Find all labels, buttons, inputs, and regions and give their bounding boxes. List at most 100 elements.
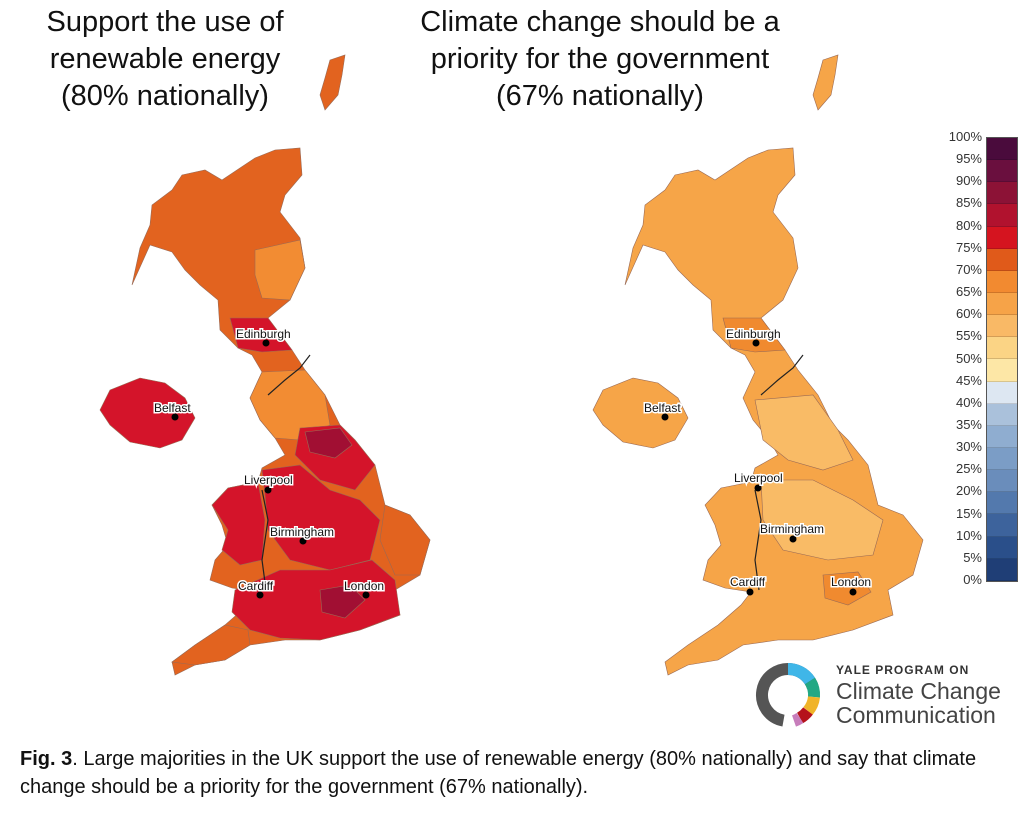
legend-swatch: [987, 270, 1017, 293]
cardiff-marker: [256, 591, 264, 599]
left-map-midlands-red: [261, 464, 381, 571]
yale-logo-ring-icon: [756, 662, 821, 727]
belfast-marker: [171, 413, 179, 421]
legend-swatch: [987, 359, 1017, 382]
london-marker: [849, 588, 857, 596]
belfast-label: Belfast: [644, 401, 681, 415]
liverpool-marker: [754, 484, 762, 492]
legend-label: 55%: [955, 328, 982, 344]
legend-label: 65%: [955, 284, 982, 300]
left-map-central-belt-red: [229, 317, 293, 353]
legend-label: 90%: [955, 173, 982, 189]
left-map: [99, 54, 431, 676]
edinburgh-marker: [752, 339, 760, 347]
belfast-label: Belfast: [154, 401, 191, 415]
legend-label: 100%: [948, 129, 982, 144]
london-label: London: [344, 579, 384, 593]
legend-label: 0%: [963, 572, 982, 587]
yale-logo: YALE PROGRAM ON Climate Change Communica…: [750, 655, 1020, 735]
legend-swatch: [987, 536, 1017, 559]
yale-line-2: Communication: [836, 702, 996, 728]
legend-label: 50%: [955, 350, 982, 366]
london-marker: [362, 591, 370, 599]
legend-swatch: [987, 492, 1017, 515]
left-map-scotland-border: [267, 354, 311, 396]
left-map-shetland: [319, 54, 346, 111]
left-title-line-2: renewable energy: [49, 43, 281, 75]
legend-label: 85%: [955, 195, 982, 211]
birmingham-label: Birmingham: [760, 522, 824, 536]
legend-swatch: [987, 315, 1017, 338]
left-title-line-1: Support the use of: [46, 6, 284, 38]
legend-label: 35%: [955, 416, 982, 432]
edinburgh-label: Edinburgh: [236, 327, 291, 341]
cardiff-marker: [746, 588, 754, 596]
left-map-east-light: [379, 504, 431, 576]
legend-label: 10%: [955, 527, 982, 543]
liverpool-marker: [264, 486, 272, 494]
legend-swatch: [987, 292, 1017, 316]
legend-swatch: [987, 381, 1017, 404]
left-map-south-red: [231, 559, 401, 641]
legend-swatch: [987, 447, 1017, 471]
right-title-line-1: Climate change should be a: [420, 6, 780, 38]
legend-swatch: [987, 425, 1017, 448]
left-map-wales-red: [211, 481, 266, 566]
legend-label: 60%: [955, 306, 982, 322]
legend-label: 70%: [955, 261, 982, 277]
liverpool-label: Liverpool: [244, 473, 293, 487]
legend-label: 45%: [955, 372, 982, 388]
legend-color-bar: [986, 137, 1018, 582]
edinburgh-label: Edinburgh: [726, 327, 781, 341]
legend-label: 95%: [955, 151, 982, 167]
edinburgh-marker: [262, 339, 270, 347]
legend-swatch: [987, 403, 1017, 426]
caption-text: . Large majorities in the UK support the…: [20, 748, 977, 798]
caption-prefix: Fig. 3: [20, 748, 73, 770]
legend-label: 5%: [963, 549, 982, 565]
legend-swatch: [987, 470, 1017, 493]
right-map-title: Climate change should be a priority for …: [380, 4, 820, 115]
legend-swatch: [987, 337, 1017, 360]
right-title-line-2: priority for the government: [430, 43, 770, 75]
left-map-southwest-orange: [171, 624, 251, 666]
left-title-line-3: (80% nationally): [61, 80, 269, 112]
legend-label: 20%: [955, 483, 982, 499]
right-map-central-belt-dark: [722, 317, 786, 353]
legend-swatch: [987, 182, 1017, 205]
left-map-title: Support the use of renewable energy (80%…: [0, 4, 330, 115]
birmingham-label: Birmingham: [270, 525, 334, 539]
right-map-shetland: [812, 54, 839, 111]
right-map-wales-border: [754, 489, 762, 591]
cardiff-label: Cardiff: [730, 575, 766, 589]
right-title-line-3: (67% nationally): [496, 80, 704, 112]
yale-small-text: YALE PROGRAM ON: [836, 663, 970, 677]
legend-label: 15%: [955, 505, 982, 521]
legend-label: 80%: [955, 217, 982, 233]
legend-swatch: [987, 558, 1017, 581]
legend-swatch: [987, 248, 1017, 271]
birmingham-marker: [789, 535, 797, 543]
legend-swatch: [987, 160, 1017, 183]
london-label: London: [831, 575, 871, 589]
legend-swatch: [987, 226, 1017, 249]
birmingham-marker: [299, 537, 307, 545]
figure-caption: Fig. 3. Large majorities in the UK suppo…: [20, 745, 1010, 801]
cardiff-label: Cardiff: [238, 579, 274, 593]
liverpool-label: Liverpool: [734, 471, 783, 485]
legend-swatch: [987, 514, 1017, 537]
left-map-yorkshire-dark: [304, 427, 353, 459]
color-legend: 100% 95% 90% 85% 80% 75% 70% 65% 60% 55% 50% 45% 40%…: [932, 129, 1022, 591]
left-map-cities: Edinburgh Belfast Liverpool Birmingham C…: [153, 326, 386, 599]
legend-label: 75%: [955, 239, 982, 255]
legend-swatch: [987, 138, 1017, 161]
legend-label: 30%: [955, 439, 982, 455]
right-map-north-england-light: [754, 394, 854, 471]
maps-canvas: Edinburgh Belfast Liverpool Birmingham C…: [99, 54, 924, 676]
belfast-marker: [661, 413, 669, 421]
left-map-south-dark: [319, 584, 366, 619]
legend-label: 40%: [955, 394, 982, 410]
legend-swatch: [987, 204, 1017, 227]
right-map-cities: Edinburgh Belfast Liverpool Birmingham C…: [643, 326, 873, 596]
right-map-scotland-border: [760, 354, 804, 396]
